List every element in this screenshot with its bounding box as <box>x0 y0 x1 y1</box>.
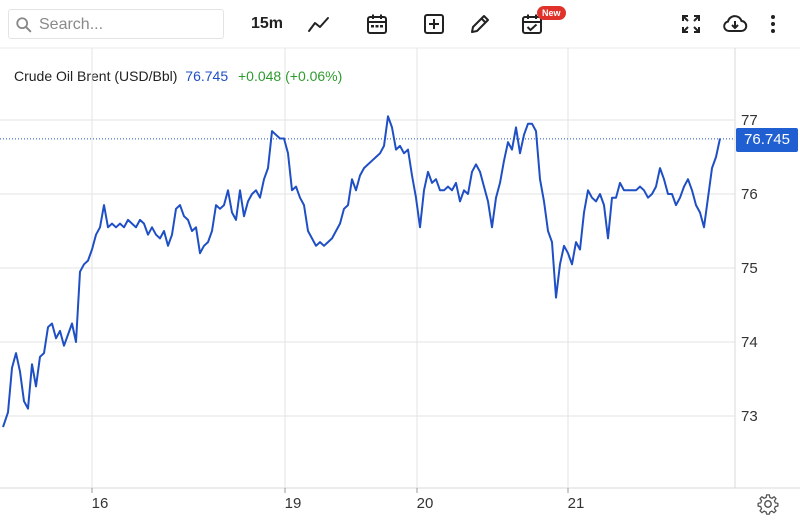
add-box-icon <box>424 14 444 34</box>
more-button[interactable] <box>763 10 783 38</box>
search-icon <box>16 17 32 33</box>
y-tick-label: 73 <box>741 408 758 425</box>
chart-type-button[interactable] <box>305 10 333 38</box>
fullscreen-button[interactable] <box>677 10 705 38</box>
plot-area <box>0 115 735 428</box>
x-tick-label: 20 <box>417 495 434 512</box>
calendar-check-icon <box>522 14 542 34</box>
more-vert-icon <box>771 15 775 33</box>
y-tick-label: 75 <box>741 260 758 277</box>
fullscreen-icon <box>682 15 700 33</box>
cloud-download-icon <box>723 15 748 33</box>
price-series-line <box>2 115 721 428</box>
y-tick-label: 74 <box>741 334 758 351</box>
x-tick-label: 21 <box>568 495 585 512</box>
date-range-button[interactable] <box>363 10 391 38</box>
gear-icon[interactable] <box>757 493 779 515</box>
price-change: +0.048 (+0.06%) <box>238 68 343 84</box>
calendar-icon <box>367 14 387 34</box>
new-badge: New <box>537 6 566 20</box>
interval-button[interactable]: 15m <box>250 15 284 32</box>
x-tick-label: 16 <box>92 495 109 512</box>
last-price-tag: 76.745 <box>736 128 798 152</box>
pencil-icon <box>471 15 489 33</box>
search-box[interactable] <box>8 9 224 39</box>
instrument-name: Crude Oil Brent (USD/Bbl) <box>14 68 178 84</box>
search-input[interactable] <box>39 14 219 36</box>
toolbar: 15m <box>0 0 800 48</box>
line-chart-icon <box>308 17 329 32</box>
y-tick-label: 77 <box>741 112 758 129</box>
x-tick-label: 19 <box>285 495 302 512</box>
instrument-header: Crude Oil Brent (USD/Bbl) 76.745 +0.048 … <box>14 68 342 84</box>
y-tick-label: 76 <box>741 186 758 203</box>
last-price: 76.745 <box>185 68 229 84</box>
axes: 73 74 75 76 77 16 19 20 21 <box>0 47 800 512</box>
download-button[interactable] <box>720 10 750 38</box>
chart-grid <box>0 48 735 488</box>
add-indicator-button[interactable] <box>420 10 448 38</box>
draw-button[interactable] <box>466 10 494 38</box>
events-button[interactable] <box>518 10 546 38</box>
